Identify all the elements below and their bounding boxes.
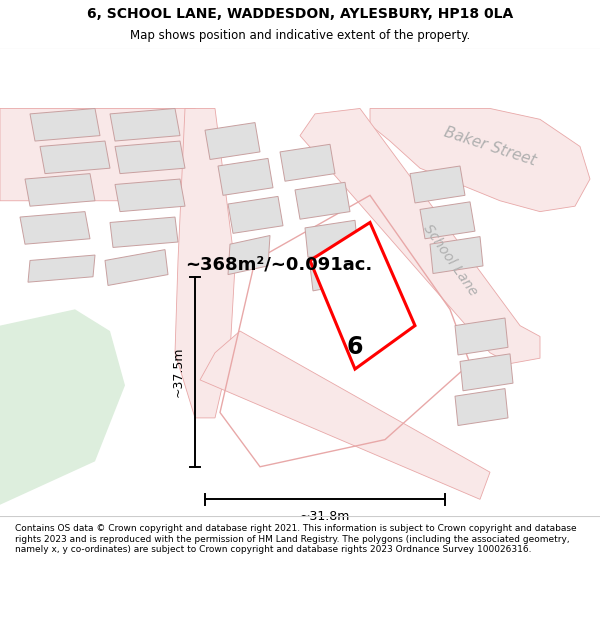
Text: ~31.8m: ~31.8m	[300, 510, 350, 523]
Polygon shape	[310, 222, 415, 369]
Polygon shape	[228, 196, 283, 233]
Polygon shape	[410, 166, 465, 203]
Polygon shape	[115, 141, 185, 174]
Polygon shape	[370, 109, 590, 212]
Polygon shape	[200, 331, 490, 499]
Polygon shape	[0, 109, 220, 201]
Text: Contains OS data © Crown copyright and database right 2021. This information is : Contains OS data © Crown copyright and d…	[15, 524, 577, 554]
Polygon shape	[110, 217, 178, 248]
Polygon shape	[295, 182, 350, 219]
Polygon shape	[30, 109, 100, 141]
Text: School Lane: School Lane	[420, 222, 480, 299]
Polygon shape	[228, 236, 270, 274]
Polygon shape	[105, 249, 168, 286]
Polygon shape	[460, 354, 513, 391]
Polygon shape	[28, 255, 95, 282]
Polygon shape	[218, 158, 273, 196]
Text: ~37.5m: ~37.5m	[172, 346, 185, 397]
Polygon shape	[20, 212, 90, 244]
Polygon shape	[205, 122, 260, 159]
Polygon shape	[280, 144, 335, 181]
Polygon shape	[455, 318, 508, 355]
Text: 6: 6	[347, 336, 363, 359]
Polygon shape	[305, 220, 358, 258]
Text: ~368m²/~0.091ac.: ~368m²/~0.091ac.	[185, 255, 372, 273]
Polygon shape	[455, 389, 508, 426]
Polygon shape	[110, 109, 180, 141]
Polygon shape	[40, 141, 110, 174]
Polygon shape	[420, 202, 475, 239]
Polygon shape	[300, 109, 540, 364]
Polygon shape	[310, 258, 358, 291]
Text: 6, SCHOOL LANE, WADDESDON, AYLESBURY, HP18 0LA: 6, SCHOOL LANE, WADDESDON, AYLESBURY, HP…	[87, 7, 513, 21]
Polygon shape	[115, 179, 185, 212]
Polygon shape	[25, 174, 95, 206]
Polygon shape	[0, 309, 125, 505]
Text: Map shows position and indicative extent of the property.: Map shows position and indicative extent…	[130, 29, 470, 42]
Text: Baker Street: Baker Street	[442, 124, 538, 168]
Polygon shape	[175, 109, 235, 418]
Polygon shape	[430, 237, 483, 274]
Circle shape	[17, 328, 93, 410]
